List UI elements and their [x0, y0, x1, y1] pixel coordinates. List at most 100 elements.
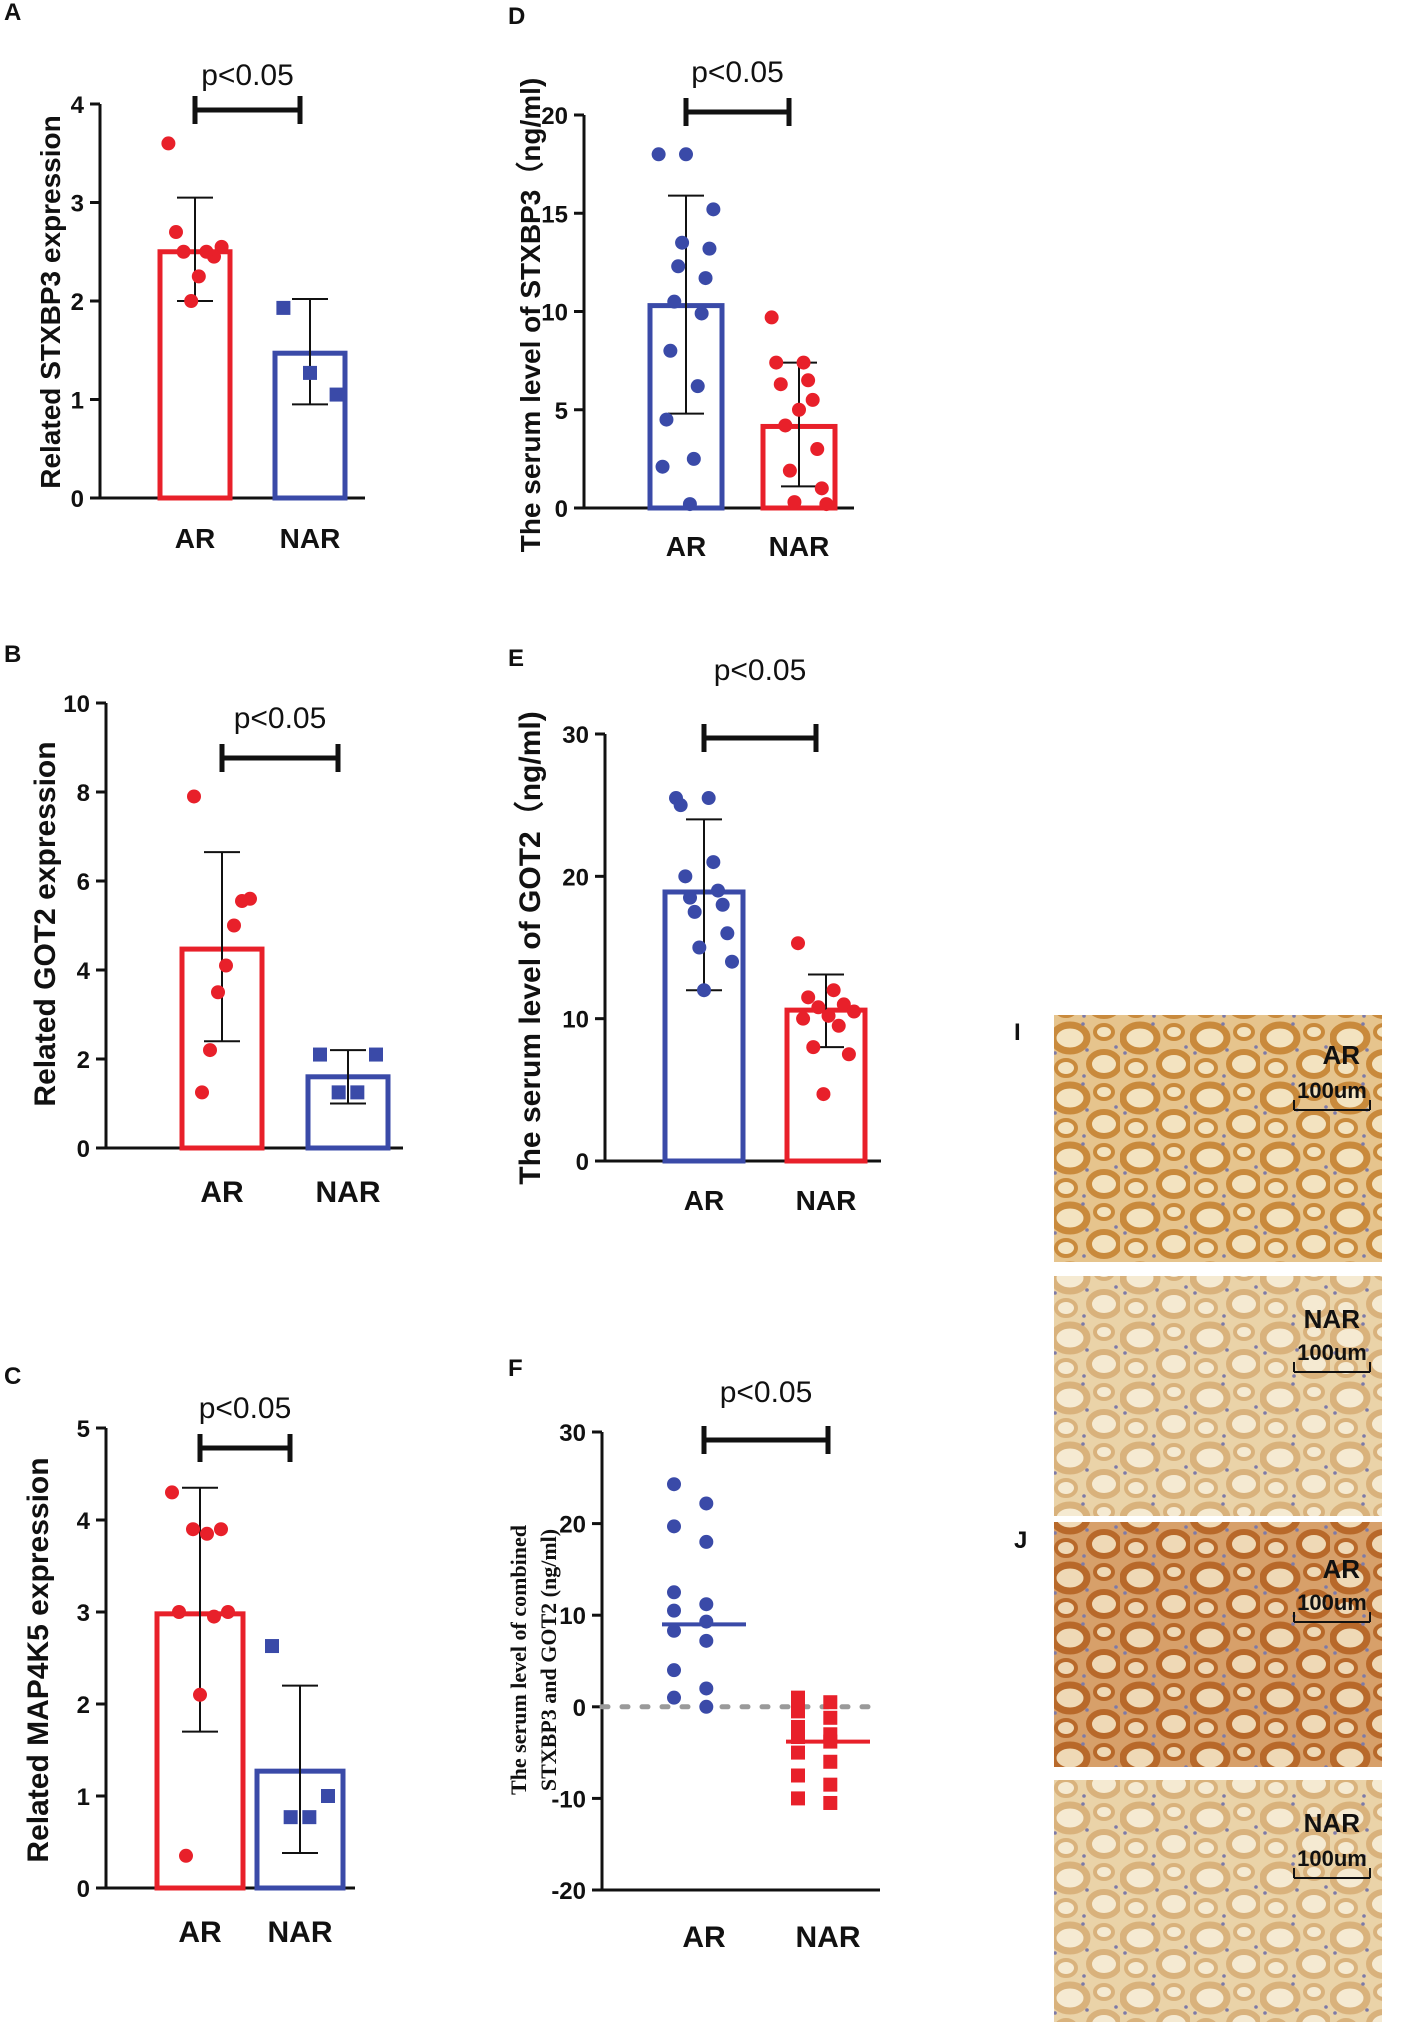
significance-label: p<0.05 — [714, 654, 807, 687]
data-point — [811, 1000, 826, 1015]
y-tick-label: 5 — [555, 398, 568, 425]
significance-label: p<0.05 — [234, 702, 327, 735]
y-tick-label: 4 — [77, 958, 91, 985]
data-point — [369, 1047, 383, 1062]
series-nar — [784, 936, 868, 1164]
data-point — [211, 985, 225, 1000]
y-tick-label: 10 — [562, 1007, 589, 1034]
data-point — [207, 1609, 221, 1624]
micrograph-i-nar: NAR 100um — [1054, 1276, 1382, 1516]
data-point — [667, 1690, 681, 1705]
data-point — [683, 890, 697, 905]
series-ar — [647, 147, 725, 512]
data-point — [773, 377, 788, 392]
data-point — [667, 1585, 681, 1600]
significance-bracket — [192, 96, 303, 124]
data-point — [675, 235, 690, 250]
y-tick-label: 10 — [559, 1603, 586, 1630]
y-tick-label: 0 — [71, 486, 84, 513]
panel-f: F -20 -10 0 10 20 30 The serum level of combine… — [506, 1355, 883, 1954]
data-point — [841, 1047, 856, 1062]
panel-e: E 0 10 20 30 The serum level of GOT2（ng/ml) AR… — [508, 645, 881, 1216]
data-point — [321, 1789, 335, 1803]
data-point — [791, 1690, 805, 1705]
data-point — [667, 1603, 681, 1618]
y-tick-label: 30 — [562, 722, 589, 749]
data-point — [778, 418, 793, 433]
group-label: AR — [1322, 1554, 1360, 1584]
group-label: AR — [1322, 1040, 1360, 1070]
data-point — [687, 904, 702, 919]
data-point — [667, 1477, 681, 1492]
data-point — [329, 387, 344, 402]
panel-letter: C — [4, 1363, 21, 1390]
data-point — [699, 1534, 714, 1549]
y-tick-label: 10 — [541, 300, 568, 327]
data-point — [792, 402, 806, 417]
data-point — [678, 869, 693, 884]
series-ar — [157, 136, 233, 501]
scale-label: 100um — [1297, 1078, 1367, 1103]
data-point — [801, 990, 816, 1005]
y-tick-label: 0 — [576, 1149, 589, 1176]
data-point — [200, 1526, 214, 1541]
y-tick-label: 0 — [77, 1876, 90, 1903]
tissue-image — [1054, 1276, 1382, 1516]
series-nar — [254, 1639, 346, 1891]
data-point — [787, 495, 802, 510]
data-point — [682, 497, 697, 512]
panel-c: C 0 1 2 3 4 5 Related MAP4K5 expression AR NAR p<0… — [4, 1363, 355, 1949]
group-label: NAR — [1304, 1304, 1361, 1334]
data-point — [187, 789, 201, 804]
y-tick-label: 10 — [63, 691, 90, 718]
data-point — [667, 1663, 681, 1678]
y-axis-label: Related STXBP3 expression — [35, 115, 66, 488]
y-tick-label: 20 — [541, 103, 568, 130]
significance-label: p<0.05 — [201, 59, 294, 92]
x-category-label: AR — [200, 1176, 244, 1209]
micrograph-j-nar: NAR 100um — [1054, 1780, 1382, 2022]
data-point — [805, 392, 820, 407]
data-point — [836, 997, 851, 1012]
y-tick-label: 0 — [77, 1136, 90, 1163]
data-point — [671, 259, 686, 274]
data-point — [176, 244, 191, 259]
significance-bracket — [197, 1434, 293, 1462]
x-category-label: AR — [682, 1921, 726, 1954]
data-point — [265, 1639, 279, 1654]
data-point — [810, 442, 825, 457]
data-point — [764, 310, 779, 325]
data-point — [699, 1614, 714, 1629]
y-tick-label: 4 — [71, 92, 85, 119]
data-point — [823, 1710, 838, 1725]
data-point — [847, 1004, 861, 1019]
data-point — [801, 373, 816, 388]
data-point — [826, 983, 841, 998]
data-point — [186, 1522, 200, 1537]
data-point — [819, 497, 834, 512]
x-category-label: NAR — [280, 523, 341, 554]
panel-letter-j: J — [1014, 1527, 1027, 1554]
data-point — [699, 1633, 714, 1648]
data-point — [694, 306, 709, 321]
data-point — [663, 343, 678, 358]
y-axis-label: The serum level of combined STXBP3 and GO… — [506, 1525, 561, 1795]
data-point — [720, 926, 735, 941]
y-tick-label: 1 — [71, 388, 84, 415]
data-point — [782, 463, 797, 478]
significance-bracket — [219, 744, 341, 772]
data-point — [699, 1699, 714, 1714]
data-point — [655, 459, 670, 474]
y-tick-label: -10 — [551, 1786, 586, 1813]
data-point — [831, 1018, 846, 1033]
data-point — [697, 983, 711, 998]
data-point — [165, 1485, 179, 1500]
data-point — [214, 1522, 228, 1537]
data-point — [706, 202, 721, 217]
data-point — [796, 1011, 811, 1026]
data-point — [169, 225, 183, 240]
group-label: NAR — [1304, 1808, 1361, 1838]
data-point — [823, 1754, 838, 1769]
y-tick-label: 0 — [573, 1695, 586, 1722]
